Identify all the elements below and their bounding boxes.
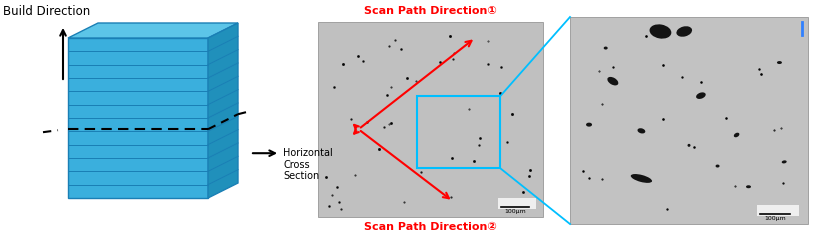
- Ellipse shape: [715, 164, 720, 168]
- Text: Build Direction: Build Direction: [3, 5, 90, 18]
- Bar: [570, 17, 808, 224]
- Ellipse shape: [696, 92, 706, 99]
- Polygon shape: [68, 23, 238, 38]
- Bar: [417, 96, 500, 168]
- Ellipse shape: [637, 128, 646, 134]
- Ellipse shape: [746, 185, 751, 188]
- Text: 100μm: 100μm: [764, 216, 786, 221]
- Ellipse shape: [676, 26, 692, 37]
- Ellipse shape: [586, 123, 592, 127]
- Text: Scan Path Direction②: Scan Path Direction②: [364, 222, 497, 232]
- Polygon shape: [208, 23, 238, 198]
- Ellipse shape: [777, 61, 782, 64]
- Text: Scan Path Direction①: Scan Path Direction①: [364, 6, 497, 16]
- Text: 100μm: 100μm: [504, 209, 526, 214]
- Ellipse shape: [650, 24, 672, 39]
- Ellipse shape: [782, 160, 787, 164]
- Ellipse shape: [607, 77, 619, 86]
- Text: Horizontal
Cross
Section: Horizontal Cross Section: [283, 148, 333, 182]
- Bar: [318, 22, 543, 217]
- Ellipse shape: [604, 46, 607, 50]
- Ellipse shape: [734, 133, 739, 137]
- Polygon shape: [68, 38, 208, 198]
- Bar: [498, 198, 536, 209]
- Bar: [757, 205, 799, 216]
- Ellipse shape: [688, 144, 690, 147]
- Ellipse shape: [631, 174, 652, 183]
